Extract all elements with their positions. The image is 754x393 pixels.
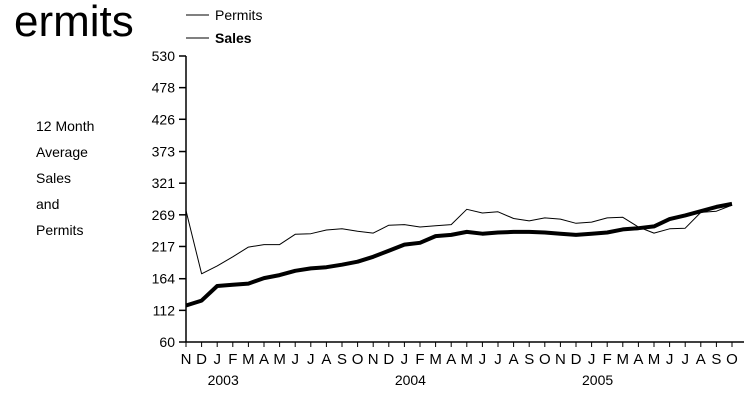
x-tick-label: A <box>446 351 456 368</box>
x-tick-label: D <box>383 351 394 368</box>
x-tick-label: J <box>291 351 299 368</box>
x-tick-label: J <box>401 351 409 368</box>
x-tick-label: A <box>696 351 706 368</box>
x-tick-label: S <box>524 351 534 368</box>
y-tick-label: 269 <box>152 207 176 223</box>
y-axis-label: 12 Month Average Sales and Permits <box>36 118 94 238</box>
x-tick-label: N <box>555 351 566 368</box>
x-tick-label: S <box>337 351 347 368</box>
y-tick-label: 478 <box>152 80 176 96</box>
x-tick-label: J <box>494 351 502 368</box>
y-axis-label-line: and <box>36 196 59 212</box>
x-tick-label: M <box>242 351 255 368</box>
year-label: 2003 <box>208 372 239 388</box>
x-tick-label: A <box>633 351 643 368</box>
x-tick-label: D <box>196 351 207 368</box>
y-tick-label: 112 <box>153 302 176 318</box>
x-tick-label: M <box>461 351 474 368</box>
x-tick-label: J <box>666 351 674 368</box>
year-label: 2005 <box>582 372 613 388</box>
x-tick-label: A <box>259 351 269 368</box>
x-tick-label: A <box>321 351 331 368</box>
x-tick-label: O <box>726 351 738 368</box>
y-tick-label: 164 <box>152 271 176 287</box>
y-tick-label: 426 <box>152 111 176 127</box>
x-tick-label: J <box>307 351 315 368</box>
x-tick-label: J <box>479 351 487 368</box>
legend: Permits Sales <box>186 7 262 46</box>
legend-label-permits: Permits <box>215 7 262 23</box>
year-label: 2004 <box>395 372 426 388</box>
legend-label-sales: Sales <box>215 30 252 46</box>
x-tick-label: M <box>429 351 442 368</box>
x-tick-label: O <box>539 351 551 368</box>
y-axis-label-line: Permits <box>36 222 83 238</box>
y-axis-label-line: 12 Month <box>36 118 94 134</box>
x-tick-label: F <box>415 351 424 368</box>
x-tick-label: J <box>681 351 689 368</box>
x-tick-label: M <box>648 351 661 368</box>
x-tick-label: O <box>352 351 364 368</box>
x-tick-label: N <box>368 351 379 368</box>
y-axis-ticks: 60 112 164 217 269 321 373 426 478 530 <box>152 48 186 350</box>
x-tick-label: D <box>571 351 582 368</box>
chart-title: ermits <box>14 0 134 46</box>
x-tick-label: S <box>711 351 721 368</box>
series-line-permits <box>185 204 733 275</box>
x-axis-year-labels: 2003 2004 2005 <box>208 372 614 388</box>
y-tick-label: 373 <box>152 144 176 160</box>
x-tick-label: M <box>273 351 286 368</box>
x-tick-label: M <box>617 351 630 368</box>
y-tick-label: 60 <box>159 334 175 350</box>
x-tick-label: J <box>588 351 596 368</box>
y-axis-label-line: Average <box>36 144 88 160</box>
x-tick-label: F <box>603 351 612 368</box>
x-tick-label: A <box>509 351 519 368</box>
y-tick-label: 321 <box>152 175 176 191</box>
x-tick-label: F <box>228 351 237 368</box>
y-tick-label: 217 <box>152 238 176 254</box>
plot-area <box>185 201 733 308</box>
x-tick-label: J <box>213 351 221 368</box>
series-line-sales <box>185 201 733 308</box>
y-tick-label: 530 <box>152 48 176 64</box>
x-tick-label: N <box>181 351 192 368</box>
y-axis-label-line: Sales <box>36 170 71 186</box>
